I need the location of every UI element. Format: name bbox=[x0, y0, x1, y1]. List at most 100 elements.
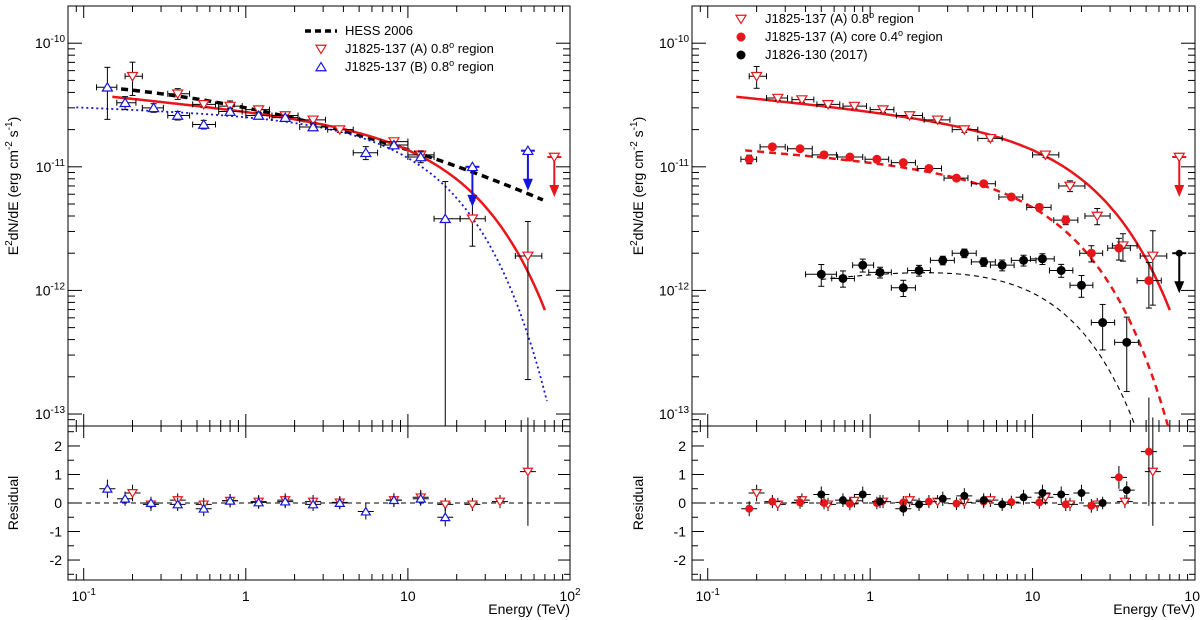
data-point bbox=[1146, 251, 1159, 262]
upper-limit-arrowhead bbox=[549, 185, 560, 198]
fit-curve bbox=[76, 106, 548, 402]
data-point bbox=[253, 497, 265, 507]
data-point bbox=[1119, 497, 1131, 507]
data-point bbox=[119, 493, 131, 503]
data-point bbox=[307, 115, 320, 126]
data-point bbox=[101, 483, 113, 493]
data-point bbox=[931, 115, 944, 126]
data-point bbox=[820, 499, 829, 507]
data-point bbox=[147, 102, 160, 113]
data-point bbox=[1061, 215, 1071, 225]
data-point bbox=[767, 142, 777, 152]
data-point bbox=[1061, 500, 1070, 509]
data-point bbox=[1122, 486, 1131, 495]
data-point bbox=[1035, 498, 1044, 507]
data-point bbox=[415, 493, 427, 503]
data-point bbox=[821, 100, 835, 111]
upper-limit-arrowhead bbox=[467, 194, 478, 207]
data-point bbox=[307, 499, 319, 509]
data-point bbox=[439, 213, 452, 224]
data-point bbox=[817, 490, 826, 499]
data-point bbox=[858, 490, 867, 499]
data-point bbox=[952, 499, 961, 508]
data-point bbox=[819, 150, 829, 160]
data-point bbox=[1144, 447, 1153, 456]
data-point bbox=[771, 93, 784, 104]
data-point bbox=[750, 71, 763, 82]
data-point bbox=[126, 489, 139, 499]
legend-entry: HESS 2006 bbox=[305, 23, 413, 38]
data-point bbox=[466, 214, 479, 225]
data-point bbox=[938, 255, 948, 265]
data-point bbox=[172, 499, 184, 509]
data-point bbox=[958, 125, 971, 136]
y-axis-title: E2dN/dE (erg cm-2 s-1) bbox=[4, 117, 21, 256]
data-point bbox=[1122, 337, 1132, 347]
data-point bbox=[796, 498, 805, 507]
data-point bbox=[858, 260, 868, 270]
data-point bbox=[838, 273, 848, 283]
data-point bbox=[334, 497, 346, 507]
data-point bbox=[439, 500, 451, 510]
residual-tick-label: 0 bbox=[678, 495, 686, 511]
data-point bbox=[876, 497, 885, 506]
data-point bbox=[387, 139, 400, 150]
data-point bbox=[1147, 467, 1159, 477]
residual-tick-label: 2 bbox=[678, 438, 686, 454]
data-point bbox=[494, 497, 506, 507]
data-point bbox=[414, 151, 427, 162]
data-point bbox=[915, 500, 924, 509]
data-point bbox=[359, 147, 372, 158]
upper-limit-arrowhead bbox=[1174, 185, 1185, 198]
data-point bbox=[744, 154, 754, 164]
data-point bbox=[734, 14, 748, 25]
residual-axis-title: Residual bbox=[5, 476, 21, 530]
data-point bbox=[1037, 254, 1047, 264]
data-point bbox=[898, 283, 908, 293]
data-point bbox=[1063, 181, 1077, 192]
residual-tick-label: 0 bbox=[54, 495, 62, 511]
y-tick-label: 10-12 bbox=[35, 281, 65, 298]
data-point bbox=[979, 179, 989, 189]
data-point bbox=[1019, 493, 1028, 502]
fit-curve bbox=[112, 95, 547, 311]
x-tick-label: 10-1 bbox=[71, 587, 96, 604]
data-point bbox=[998, 500, 1007, 509]
data-point bbox=[252, 109, 265, 120]
residual-tick-label: -2 bbox=[50, 552, 63, 568]
x-tick-label: 10 bbox=[400, 588, 416, 604]
fit-curve bbox=[745, 149, 1170, 426]
data-point bbox=[938, 494, 947, 503]
data-point bbox=[795, 95, 808, 106]
upper-limit-arrowhead bbox=[522, 178, 533, 191]
data-point bbox=[951, 173, 961, 183]
data-point bbox=[522, 467, 534, 477]
data-point bbox=[314, 44, 328, 55]
data-point bbox=[1144, 276, 1154, 286]
residual-tick-label: 1 bbox=[54, 466, 62, 482]
data-point bbox=[898, 158, 908, 168]
data-point bbox=[198, 503, 210, 513]
legend-label: J1826-130 (2017) bbox=[765, 47, 868, 62]
data-point bbox=[307, 121, 320, 132]
data-point bbox=[439, 512, 451, 522]
data-point bbox=[1034, 202, 1044, 212]
data-point bbox=[875, 267, 885, 277]
data-point bbox=[816, 269, 826, 279]
data-point bbox=[521, 251, 534, 262]
legend-label: J1825-137 (A) 0.8o region bbox=[765, 10, 914, 26]
data-point bbox=[171, 109, 184, 120]
legend-entry: J1825-137 (A) core 0.4o region bbox=[736, 28, 943, 44]
data-point bbox=[848, 101, 861, 112]
data-point bbox=[838, 496, 847, 505]
data-point bbox=[768, 497, 777, 506]
y-tick-label: 10-13 bbox=[35, 405, 65, 422]
y-tick-label: 10-11 bbox=[660, 158, 690, 175]
data-point bbox=[1056, 265, 1066, 275]
x-axis-title: Energy (TeV) bbox=[488, 601, 570, 617]
data-point bbox=[1175, 249, 1183, 257]
data-point bbox=[1006, 192, 1016, 202]
residual-tick-label: -2 bbox=[674, 552, 687, 568]
data-point bbox=[751, 489, 763, 499]
